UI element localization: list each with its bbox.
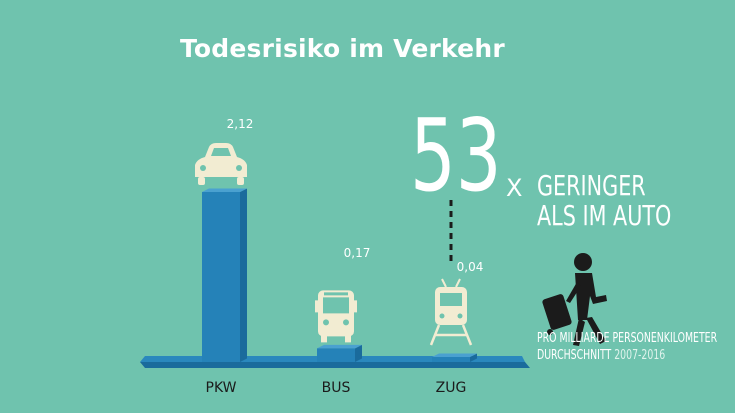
person-with-suitcase-icon bbox=[542, 253, 607, 346]
ratio-text-line1: GERINGER bbox=[537, 169, 646, 202]
footnote-years: 2007-2016 bbox=[614, 348, 666, 363]
train-light-left bbox=[439, 313, 445, 319]
bus-light-left bbox=[323, 319, 329, 326]
value-label-zug: 0,04 bbox=[457, 260, 484, 274]
bus-icon bbox=[315, 290, 357, 343]
footnote-line2: DURCHSCHNITT 2007-2016 bbox=[537, 347, 717, 364]
traveler-arm bbox=[566, 282, 581, 303]
car-headlight-right bbox=[236, 165, 242, 171]
train-icon bbox=[429, 278, 473, 346]
suitcase bbox=[542, 294, 572, 330]
chart-title: Todesrisiko im Verkehr bbox=[180, 34, 505, 63]
traveler-legs bbox=[573, 317, 606, 346]
platform-edge bbox=[140, 362, 530, 368]
category-label-bus: BUS bbox=[322, 380, 351, 396]
train-pantograph bbox=[441, 278, 461, 288]
ratio-text-line2: ALS IM AUTO bbox=[537, 199, 672, 232]
footnote-line1: PRO MILLIARDE PERSONENKILOMETER bbox=[537, 331, 718, 346]
suitcase-wheel bbox=[547, 329, 553, 335]
bar-zug bbox=[432, 357, 470, 362]
bar-side-bus bbox=[355, 344, 362, 362]
car-headlight-left bbox=[200, 165, 206, 171]
train-light-right bbox=[457, 313, 463, 319]
train-tracks bbox=[429, 324, 473, 346]
bus-window bbox=[323, 297, 349, 314]
bus-mirror-right bbox=[354, 300, 357, 313]
value-label-pkw: 2,12 bbox=[227, 117, 254, 131]
ratio-times-sign: X bbox=[506, 174, 523, 202]
bus-wheel-right bbox=[345, 335, 351, 343]
bus-light-right bbox=[343, 319, 349, 326]
bar-bus bbox=[317, 348, 355, 362]
bar-side-zug bbox=[470, 353, 477, 362]
car-wheel-left bbox=[198, 177, 205, 185]
car-body bbox=[195, 143, 247, 177]
bar-top-pkw bbox=[202, 188, 247, 192]
bus-wheel-left bbox=[321, 335, 327, 343]
traveler-head bbox=[574, 253, 592, 271]
traveler-torso bbox=[575, 273, 607, 320]
car-window bbox=[211, 148, 231, 156]
bar-side-pkw bbox=[240, 188, 247, 362]
bus-mirror-left bbox=[315, 300, 318, 313]
bus-sign bbox=[324, 292, 348, 296]
value-label-bus: 0,17 bbox=[344, 246, 371, 260]
train-window bbox=[440, 293, 462, 306]
footnote-average-label: DURCHSCHNITT bbox=[537, 348, 612, 363]
bar-pkw bbox=[202, 192, 240, 362]
category-label-zug: ZUG bbox=[436, 380, 467, 396]
bar-top-bus bbox=[317, 344, 362, 349]
ratio-number: 53 bbox=[410, 97, 502, 214]
footnote: PRO MILLIARDE PERSONENKILOMETER DURCHSCH… bbox=[537, 330, 717, 364]
bar-top-zug bbox=[432, 353, 477, 357]
car-icon bbox=[195, 143, 247, 185]
category-label-pkw: PKW bbox=[206, 380, 237, 396]
car-wheel-right bbox=[237, 177, 244, 185]
